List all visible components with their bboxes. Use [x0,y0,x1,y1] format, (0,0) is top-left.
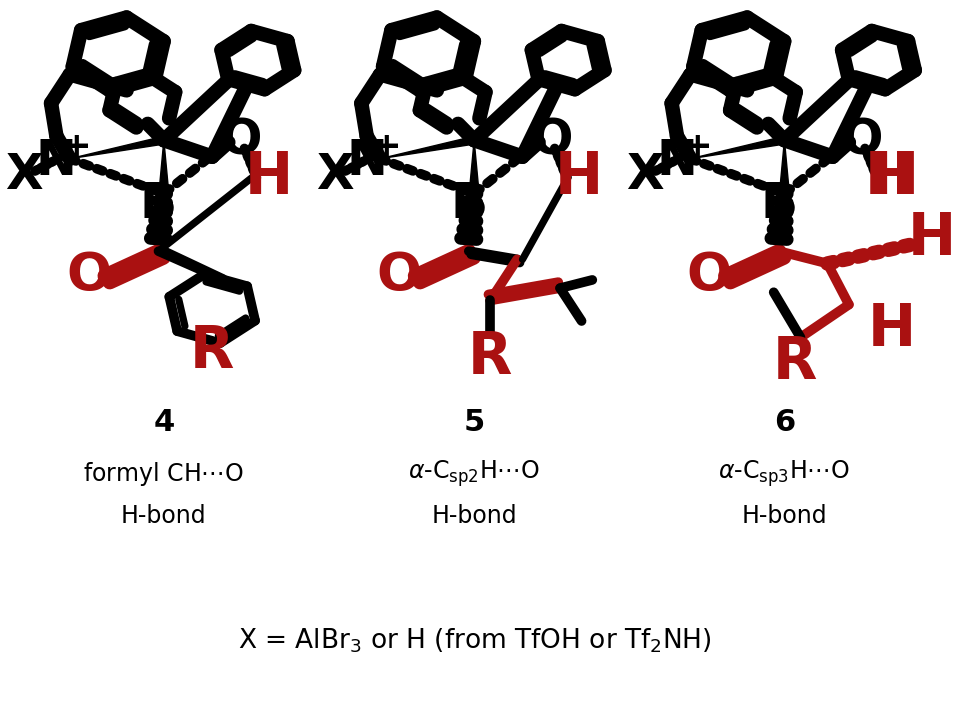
Text: H: H [865,149,913,206]
Polygon shape [158,140,169,193]
Text: $\alpha$-C$_{\mathregular{sp2}}$H$\cdots$O: $\alpha$-C$_{\mathregular{sp2}}$H$\cdots… [408,458,540,489]
Text: N: N [347,137,387,185]
Text: O: O [376,250,421,302]
Polygon shape [380,136,475,159]
Text: R: R [190,323,234,381]
Polygon shape [690,136,785,159]
Text: H-bond: H-bond [742,504,828,528]
Text: H-bond: H-bond [431,504,516,528]
Text: B: B [140,180,177,228]
Text: formyl CH$\cdots$O: formyl CH$\cdots$O [84,460,244,488]
Text: H: H [871,149,919,206]
Polygon shape [469,140,479,193]
Polygon shape [780,140,789,193]
Text: B: B [450,180,488,228]
Text: X: X [316,151,353,199]
Text: N: N [657,137,697,185]
Text: O: O [842,116,883,164]
Text: B: B [760,180,798,228]
Text: $\alpha$-C$_{\mathregular{sp3}}$H$\cdots$O: $\alpha$-C$_{\mathregular{sp3}}$H$\cdots… [718,458,851,489]
Text: H: H [555,149,603,206]
Text: N: N [36,137,77,185]
Text: +: + [372,130,401,164]
Text: H-bond: H-bond [121,504,206,528]
Text: O: O [531,116,573,164]
Polygon shape [70,136,165,159]
Text: O: O [221,116,262,164]
Text: H: H [908,211,956,267]
Text: R: R [468,329,513,386]
Text: H: H [868,301,916,358]
Text: X: X [626,151,663,199]
Text: 6: 6 [774,408,795,437]
Text: H: H [245,149,293,206]
Text: +: + [61,130,91,164]
Text: X = AlBr$_3$ or H (from TfOH or Tf$_2$NH): X = AlBr$_3$ or H (from TfOH or Tf$_2$NH… [238,626,710,655]
Text: X: X [6,151,43,199]
Text: 5: 5 [464,408,485,437]
Text: O: O [686,250,732,302]
Text: 4: 4 [154,408,175,437]
Text: +: + [682,130,711,164]
Text: O: O [66,250,111,302]
Text: R: R [773,333,817,391]
